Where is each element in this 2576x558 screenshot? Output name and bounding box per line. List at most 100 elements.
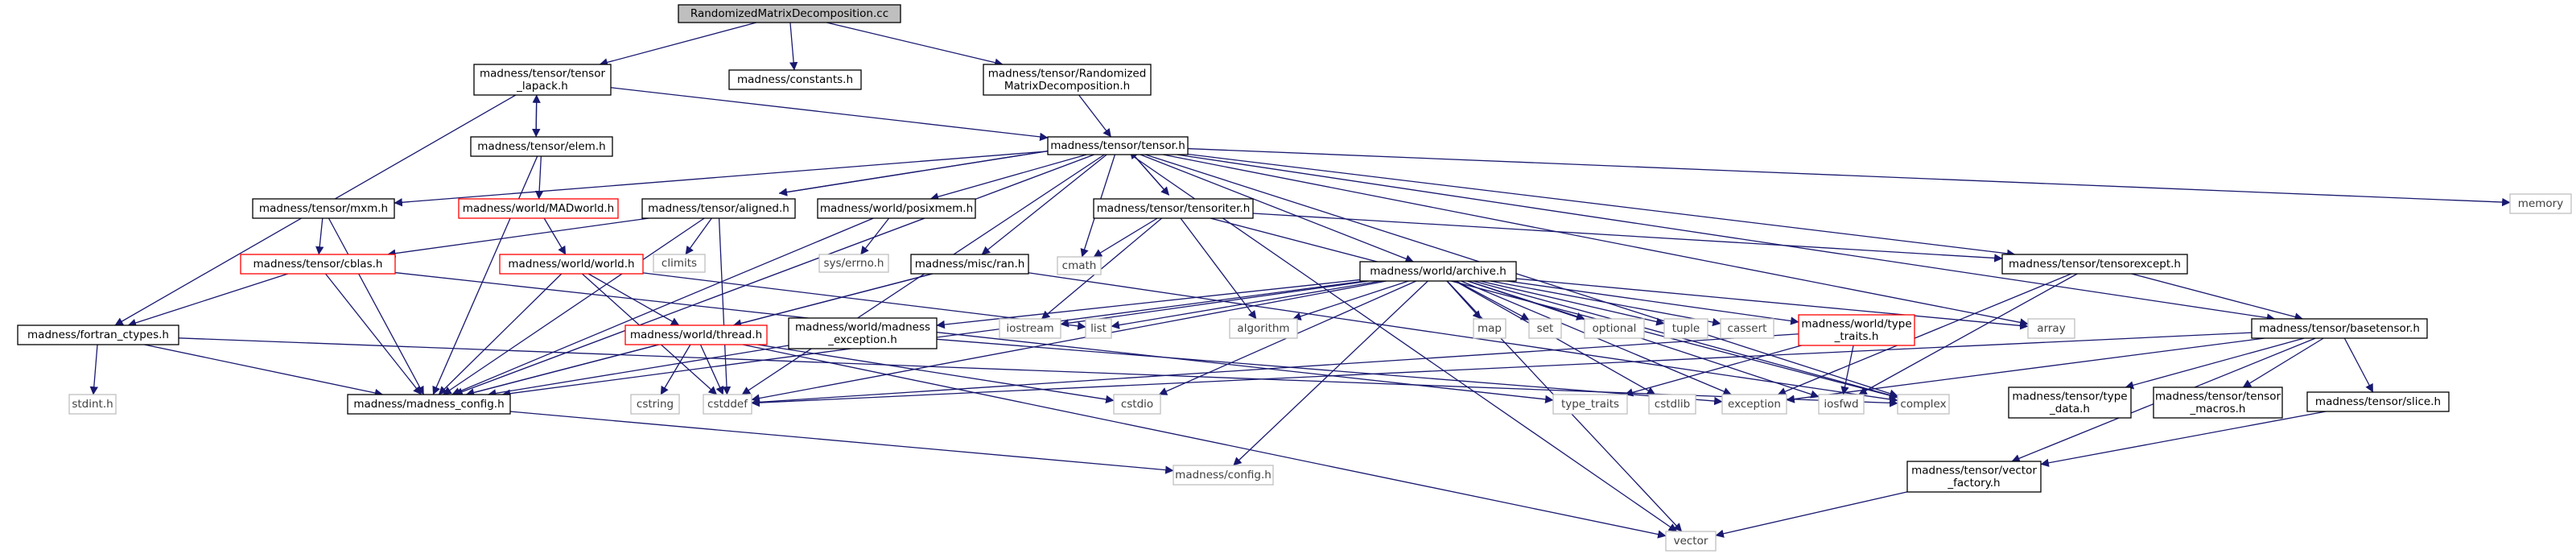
node-box [1528, 318, 1562, 339]
node-box [68, 394, 117, 415]
node-label: cstring [637, 398, 674, 411]
node-label: cassert [1728, 322, 1767, 335]
node-box [1057, 256, 1102, 275]
node-label: sys/errno.h [824, 257, 884, 270]
edge-tensor_h-to-mxm [394, 151, 1049, 207]
node-fortran[interactable]: madness/fortran_ctypes.h [17, 324, 179, 345]
node-mxm[interactable]: madness/tensor/mxm.h [252, 198, 395, 219]
node-constants[interactable]: madness/constants.h [728, 69, 862, 90]
node-box [983, 64, 1152, 96]
node-vector-factory[interactable]: madness/tensor/vector_factory.h [1906, 461, 2042, 493]
edge-fortran-to-madness_config [144, 344, 384, 398]
node-archive[interactable]: madness/world/archive.h [1359, 261, 1517, 282]
node-label: set [1537, 322, 1554, 335]
edge-tensor_h-to-basetensor [1177, 154, 2276, 322]
edge-archive-to-array [1515, 278, 2029, 330]
node-tensor-lapack[interactable]: madness/tensor/tensor_lapack.h [473, 64, 612, 96]
edge-aligned-to-cstddef [718, 217, 732, 395]
node-optional: optional [1584, 318, 1645, 339]
node-tensor-macros[interactable]: madness/tensor/tensor_macros.h [2153, 386, 2283, 419]
node-config-h: madness/config.h [1173, 465, 1274, 486]
edge-thread-to-cstdio [757, 344, 1115, 404]
edge-mad_exception-to-exception [936, 338, 1723, 406]
node-root[interactable]: RandomizedMatrixDecomposition.cc [678, 4, 901, 23]
edge-posixmem-to-madness_config [451, 217, 874, 395]
edge-tensor_h-to-array [1163, 154, 2029, 327]
node-algorithm: algorithm [1229, 318, 1298, 339]
node-cstring: cstring [630, 394, 680, 415]
node-label: madness/tensor/basetensor.h [2259, 322, 2420, 335]
node-cmath: cmath [1057, 256, 1102, 275]
node-box [1906, 461, 2042, 493]
edge-tensor_h-to-ran [981, 154, 1107, 255]
node-basetensor[interactable]: madness/tensor/basetensor.h [2251, 318, 2428, 339]
node-box [703, 394, 752, 415]
edge-mad_exception-to-madness_config [487, 345, 789, 398]
node-box [458, 198, 619, 219]
node-tensorexcept[interactable]: madness/tensor/tensorexcept.h [2001, 254, 2188, 275]
node-label: array [2037, 322, 2065, 335]
node-mad-exception[interactable]: madness/world/madness_exception.h [788, 317, 938, 349]
node-label: vector [1674, 535, 1708, 548]
node-box [641, 198, 796, 219]
node-box [678, 4, 901, 23]
node-cassert: cassert [1720, 318, 1774, 339]
node-madness-config[interactable]: madness/madness_config.h [347, 394, 511, 415]
edge-basetensor-to-tensor_macros [2242, 337, 2324, 388]
node-thread[interactable]: madness/world/thread.h [624, 324, 768, 345]
node-memory: memory [2509, 193, 2572, 214]
edge-basetensor-to-slice [2343, 337, 2374, 393]
edge-aligned-to-madness_config [443, 217, 705, 395]
edge-aligned-to-tensor_h [779, 146, 1061, 194]
node-label: exception [1728, 398, 1781, 411]
edge-archive-to-iosfwd [1467, 280, 1820, 399]
node-type-traits-h[interactable]: madness/world/type_traits.h [1798, 314, 1915, 346]
node-box [910, 254, 1029, 275]
node-cblas[interactable]: madness/tensor/cblas.h [240, 254, 396, 275]
edge-thread-to-vector [742, 344, 1667, 539]
node-box [999, 318, 1061, 339]
node-label: madness/world/posixmem.h [820, 202, 973, 215]
edge-world_h-to-list [642, 272, 1086, 331]
node-label: madness/tensor/tensorexcept.h [2009, 258, 2181, 271]
node-tensor-h[interactable]: madness/tensor/tensor.h [1047, 136, 1189, 155]
edge-thread-to-madness_config [465, 344, 659, 397]
node-rmd-h[interactable]: madness/tensor/RandomizedMatrixDecomposi… [983, 64, 1152, 96]
node-box [1720, 318, 1774, 339]
edge-tensor_lapack-to-tensor_h [610, 87, 1049, 142]
edge-archive-to-complex [1473, 280, 1898, 399]
node-label: madness/world/type [1801, 317, 1911, 330]
edge-archive-to-cstddef [751, 280, 1387, 403]
node-aligned[interactable]: madness/tensor/aligned.h [641, 198, 796, 219]
node-box [2306, 391, 2450, 412]
node-world-h[interactable]: madness/world/world.h [499, 254, 644, 275]
edge-tensorexcept-to-iosfwd [1858, 273, 2078, 395]
node-box [1584, 318, 1645, 339]
edge-tensor_h-to-memory [1187, 147, 2511, 207]
edge-tensor_h-to-complex [1145, 154, 1898, 398]
node-ran[interactable]: madness/misc/ran.h [910, 254, 1029, 275]
node-madworld[interactable]: madness/world/MADworld.h [458, 198, 619, 219]
node-tensoriter[interactable]: madness/tensor/tensoriter.h [1093, 198, 1254, 219]
edge-ran-to-complex [1028, 272, 1898, 404]
edge-cblas-to-fortran [127, 273, 288, 327]
node-elem[interactable]: madness/tensor/elem.h [470, 136, 613, 157]
node-label: _exception.h [827, 333, 897, 346]
edge-aligned-to-climits [685, 217, 712, 255]
node-box [347, 394, 511, 415]
node-sys-errno: sys/errno.h [818, 254, 889, 273]
node-exception: exception [1721, 394, 1787, 415]
node-label: madness/world/madness [795, 320, 930, 333]
node-type-data[interactable]: madness/tensor/type_data.h [2008, 386, 2132, 419]
node-slice[interactable]: madness/tensor/slice.h [2306, 391, 2450, 412]
node-box [2008, 386, 2132, 419]
node-label: _data.h [2049, 403, 2090, 415]
node-label: algorithm [1237, 322, 1289, 335]
node-map: map [1473, 318, 1506, 339]
edge-thread-to-cstddef [699, 344, 724, 395]
node-posixmem[interactable]: madness/world/posixmem.h [817, 198, 976, 219]
node-label: madness/fortran_ctypes.h [27, 329, 169, 341]
node-label: MatrixDecomposition.h [1004, 80, 1130, 93]
node-box [1665, 531, 1717, 552]
node-label: madness/constants.h [737, 73, 853, 86]
